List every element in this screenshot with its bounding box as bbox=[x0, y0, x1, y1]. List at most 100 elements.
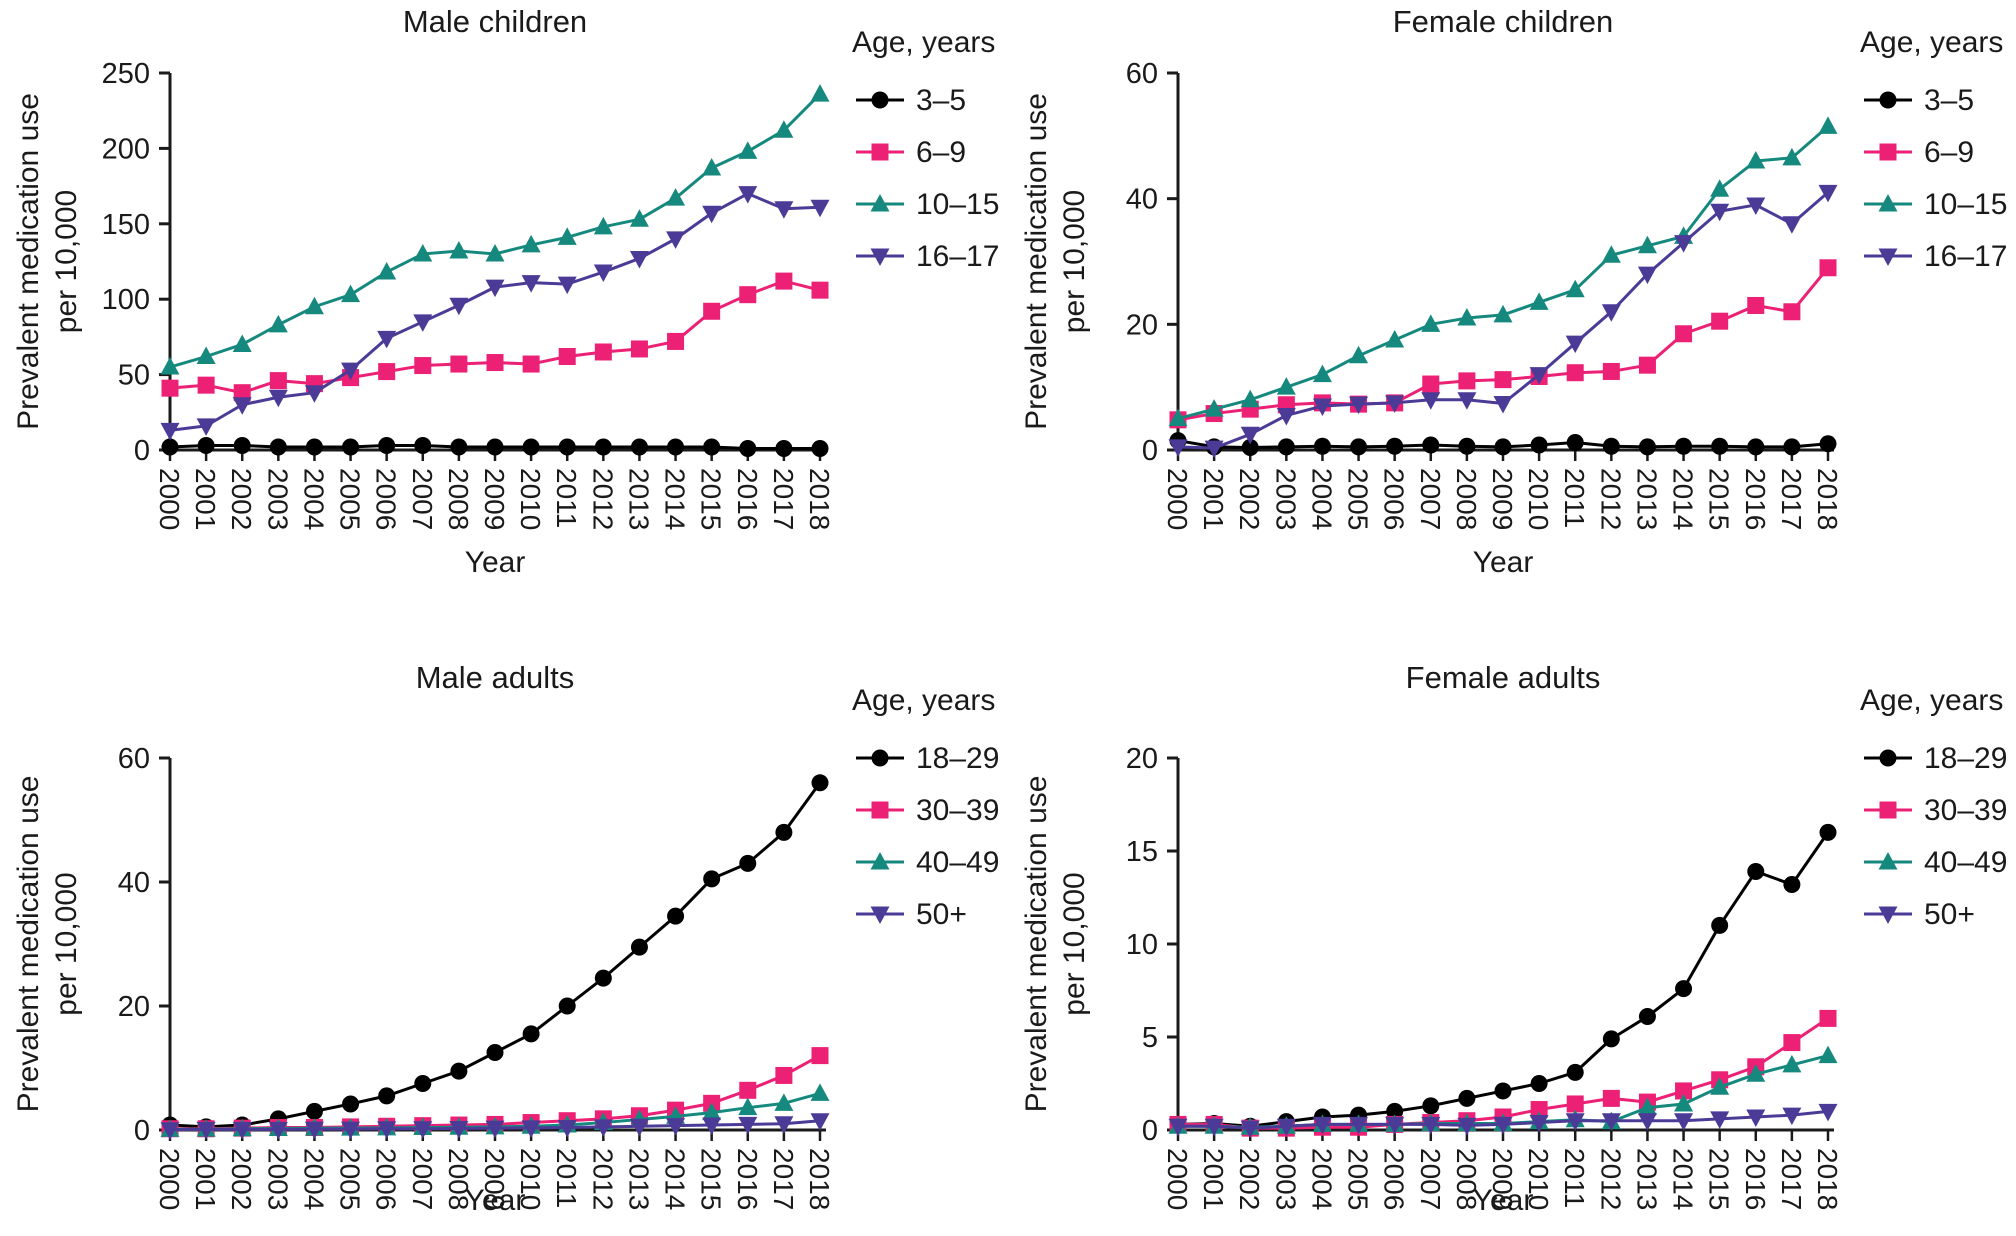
legend-item-label: 16–17 bbox=[1924, 240, 2007, 273]
chart-title: Male children bbox=[403, 4, 587, 39]
data-point-3–5 bbox=[1458, 437, 1476, 455]
data-point-50+ bbox=[1674, 1113, 1694, 1131]
data-point-10–15 bbox=[702, 158, 722, 176]
data-point-50+ bbox=[1240, 1120, 1260, 1139]
data-point-3–5 bbox=[486, 438, 504, 456]
x-tick-label: 2000 bbox=[1162, 1148, 1193, 1210]
data-point-16–17 bbox=[377, 330, 397, 349]
data-point-3–5 bbox=[305, 438, 323, 456]
data-point-10–15 bbox=[1565, 279, 1585, 298]
data-point-6–9 bbox=[378, 363, 396, 381]
x-tick-label: 2003 bbox=[262, 1148, 293, 1210]
data-point-16–17 bbox=[341, 362, 361, 381]
data-point-6–9 bbox=[161, 379, 179, 397]
data-point-30–39 bbox=[811, 1047, 829, 1065]
x-tick-label: 2014 bbox=[660, 1148, 691, 1210]
legend-item-label: 3–5 bbox=[916, 84, 966, 117]
data-point-50+ bbox=[449, 1120, 469, 1139]
x-tick-label: 2017 bbox=[768, 1148, 799, 1210]
data-point-18–29 bbox=[414, 1075, 432, 1092]
data-point-16–17 bbox=[196, 418, 216, 436]
legend-key-marker bbox=[871, 91, 889, 109]
data-point-6–9 bbox=[739, 286, 757, 304]
legend-item-label: 18–29 bbox=[916, 742, 999, 775]
data-point-10–15 bbox=[629, 209, 649, 227]
legend-key-marker bbox=[870, 906, 890, 924]
chart-female-children: Female children 0 20 40 60 2000 2001 2002 2003 20… bbox=[1008, 0, 2016, 618]
data-point-10–15 bbox=[449, 240, 469, 259]
data-point-6–9 bbox=[558, 348, 576, 366]
legend-item-label: 3–5 bbox=[1924, 84, 1974, 117]
data-point-18–29 bbox=[739, 854, 757, 872]
data-point-18–29 bbox=[667, 907, 685, 925]
data-point-16–17 bbox=[1493, 396, 1513, 414]
data-point-16–17 bbox=[1240, 426, 1260, 445]
legend-key-marker bbox=[1879, 749, 1897, 767]
data-point-6–9 bbox=[703, 302, 721, 320]
data-point-16–17 bbox=[1674, 235, 1694, 253]
data-point-16–17 bbox=[1385, 395, 1405, 413]
y-tick-label: 0 bbox=[1142, 435, 1158, 467]
data-point-40–49 bbox=[1818, 1045, 1838, 1064]
data-point-3–5 bbox=[450, 438, 468, 456]
data-point-10–15 bbox=[1818, 116, 1838, 134]
legend-key-marker bbox=[1878, 852, 1898, 870]
data-point-3–5 bbox=[558, 438, 576, 456]
data-point-16–17 bbox=[1349, 396, 1369, 415]
data-point-16–17 bbox=[1710, 203, 1730, 222]
data-point-3–5 bbox=[1422, 436, 1440, 454]
legend-key-marker bbox=[870, 194, 890, 212]
x-tick-label: 2017 bbox=[1776, 468, 1807, 530]
x-tick-label: 2001 bbox=[190, 1148, 221, 1210]
data-point-16–17 bbox=[1529, 367, 1549, 385]
x-tick-label: 2009 bbox=[1487, 468, 1518, 530]
y-axis-label-line1: Prevalent medication use bbox=[1020, 93, 1053, 430]
data-point-6–9 bbox=[486, 354, 504, 372]
x-tick-label: 2005 bbox=[1343, 1148, 1374, 1210]
data-point-16–17 bbox=[1637, 266, 1657, 285]
legend-title: Age, years bbox=[852, 684, 995, 717]
x-tick-label: 2010 bbox=[515, 1148, 546, 1210]
data-point-3–5 bbox=[1530, 436, 1548, 454]
data-point-3–5 bbox=[1711, 437, 1729, 455]
legend-key-marker bbox=[871, 143, 889, 161]
data-point-50+ bbox=[1782, 1107, 1802, 1126]
data-point-10–15 bbox=[1349, 345, 1369, 364]
data-point-16–17 bbox=[1601, 304, 1621, 322]
x-tick-label: 2005 bbox=[335, 468, 366, 530]
x-tick-label: 2012 bbox=[587, 1148, 618, 1210]
data-point-3–5 bbox=[1313, 437, 1331, 455]
data-point-10–15 bbox=[1493, 304, 1513, 323]
x-tick-label: 2003 bbox=[1270, 1148, 1301, 1210]
x-axis-label: Year bbox=[465, 1184, 526, 1217]
data-point-40–49 bbox=[1746, 1064, 1766, 1082]
data-point-6–9 bbox=[1819, 259, 1837, 277]
x-tick-label: 2005 bbox=[1343, 468, 1374, 530]
x-tick-label: 2000 bbox=[154, 468, 185, 530]
data-point-18–29 bbox=[1458, 1089, 1476, 1107]
data-point-30–39 bbox=[775, 1066, 793, 1084]
data-point-6–9 bbox=[1638, 356, 1656, 374]
x-tick-label: 2002 bbox=[1234, 1148, 1265, 1210]
data-point-30–39 bbox=[1819, 1009, 1837, 1027]
legend-item-label: 6–9 bbox=[916, 136, 966, 169]
data-point-50+ bbox=[232, 1121, 252, 1140]
data-point-10–15 bbox=[593, 216, 613, 235]
chart-title: Male adults bbox=[416, 660, 575, 695]
data-point-50+ bbox=[1746, 1109, 1766, 1127]
legend-item-label: 50+ bbox=[1924, 898, 1975, 931]
legend-item-label: 30–39 bbox=[1924, 794, 2007, 827]
legend-key-marker bbox=[870, 852, 890, 870]
data-point-30–39 bbox=[1783, 1034, 1801, 1052]
data-point-10–15 bbox=[268, 314, 288, 333]
data-point-50+ bbox=[1601, 1113, 1621, 1131]
data-point-6–9 bbox=[1458, 372, 1476, 390]
y-axis-label-line2: per 10,000 bbox=[1058, 872, 1091, 1015]
legend-item-label: 40–49 bbox=[916, 846, 999, 879]
data-point-30–39 bbox=[1602, 1089, 1620, 1107]
x-tick-label: 2009 bbox=[479, 1148, 510, 1210]
data-point-30–39 bbox=[1530, 1101, 1548, 1119]
data-point-50+ bbox=[160, 1122, 180, 1140]
x-tick-label: 2003 bbox=[1270, 468, 1301, 530]
